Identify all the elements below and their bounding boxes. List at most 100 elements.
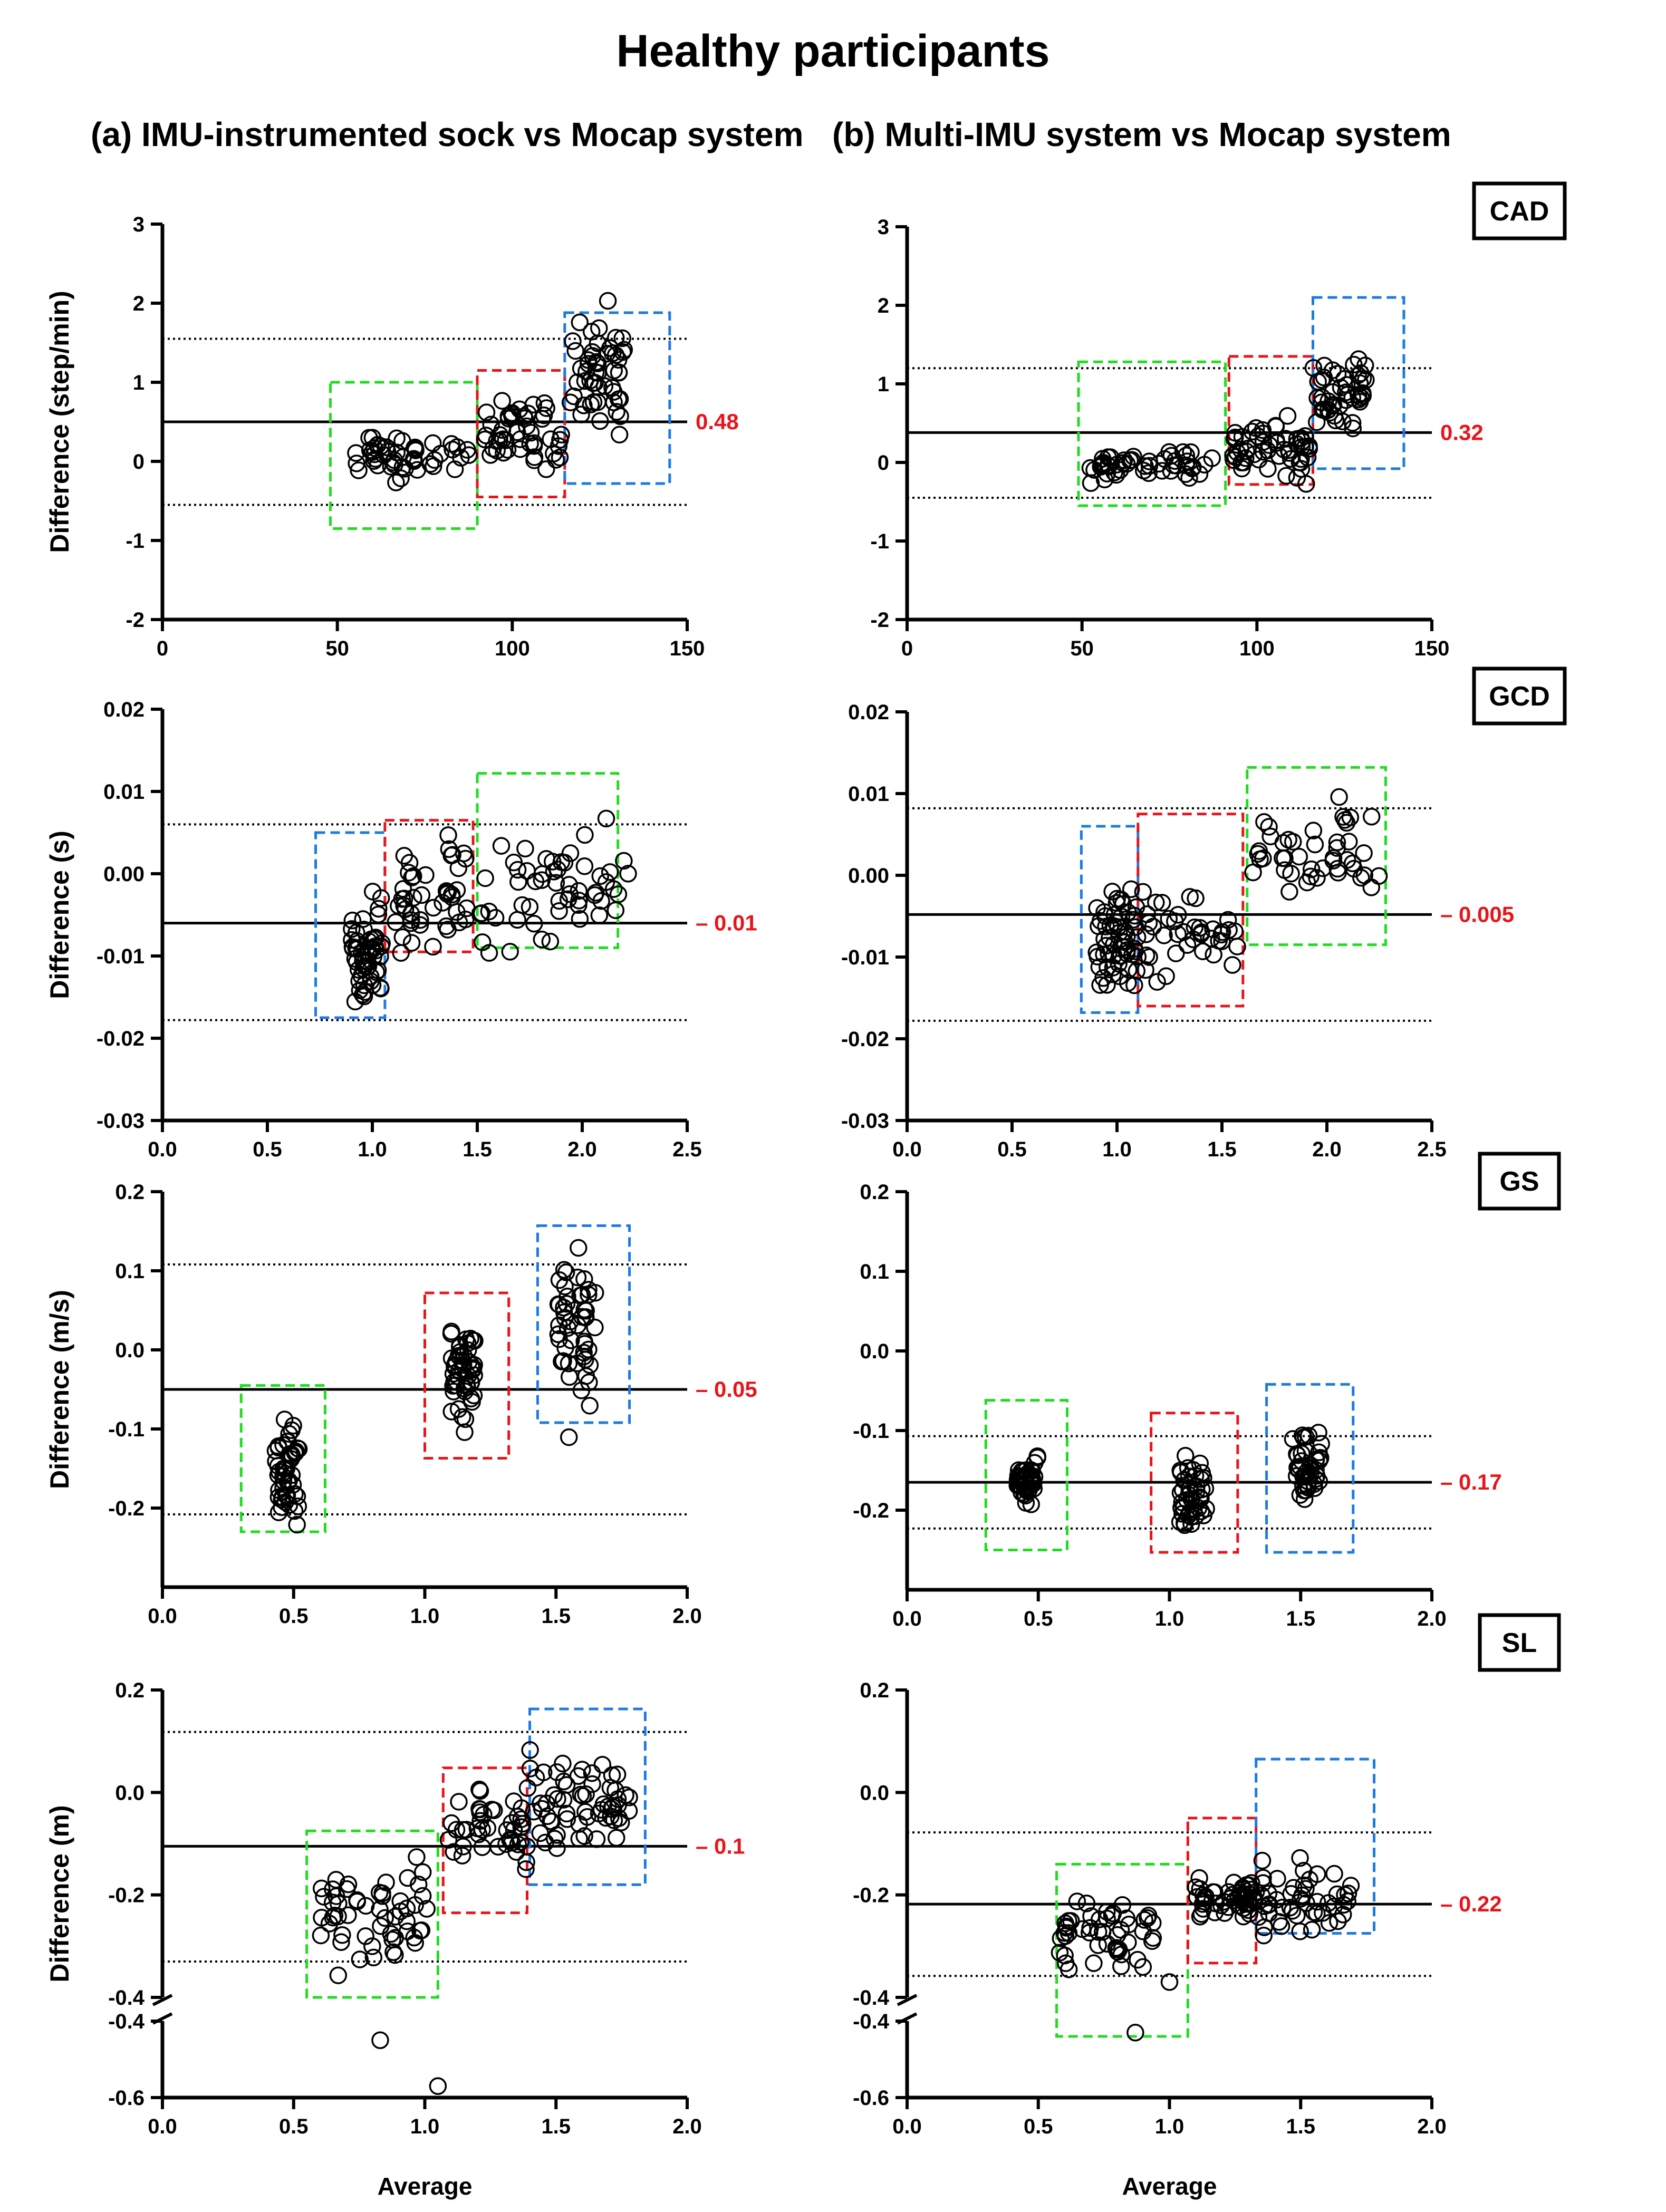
data-point	[450, 1793, 468, 1811]
data-point	[1178, 936, 1197, 954]
data-point	[406, 438, 424, 457]
data-point	[548, 1790, 566, 1808]
data-point	[1134, 883, 1152, 901]
data-point	[1160, 1973, 1179, 1991]
y-tick-label: 1	[878, 373, 889, 396]
metric-badge-cad: CAD	[1490, 196, 1549, 227]
data-point	[370, 900, 388, 918]
data-point	[548, 1839, 566, 1857]
panel-gcd-b: -0.03 -0.02 -0.01 0.00 0.01 0.02 0.0 0.5 1.0 1.5 2…	[841, 701, 1514, 1161]
x-tick-label: 2.0	[672, 1605, 702, 1628]
data-point	[1228, 443, 1246, 461]
data-point	[525, 914, 543, 933]
data-point	[400, 864, 418, 882]
axis-break-mark	[152, 1994, 173, 2006]
x-tick-label: 2.5	[672, 1138, 702, 1161]
x-tick-label: 0.5	[1024, 1607, 1053, 1630]
y-tick-label: -0.02	[97, 1027, 145, 1050]
data-point	[1137, 946, 1155, 964]
data-point	[1166, 452, 1184, 470]
data-point	[1123, 451, 1141, 469]
data-point	[409, 1876, 428, 1894]
data-point	[1255, 1926, 1273, 1945]
data-point	[386, 1908, 405, 1926]
data-point	[1081, 1919, 1099, 1937]
y-tick-label: 0.01	[848, 783, 889, 806]
x-tick-label: 1.0	[1155, 2115, 1185, 2138]
data-point	[501, 943, 519, 961]
data-point	[558, 1287, 576, 1306]
data-point	[412, 886, 431, 904]
data-point	[324, 1880, 342, 1898]
data-point	[525, 451, 543, 469]
data-point	[552, 853, 571, 871]
y-tick-label: 1	[133, 371, 145, 394]
data-point	[354, 960, 372, 978]
data-point	[1328, 365, 1347, 383]
metric-badge-box	[1478, 1152, 1561, 1211]
data-point	[382, 458, 400, 476]
data-point	[1343, 414, 1362, 432]
data-point	[570, 892, 588, 910]
data-point	[1349, 366, 1367, 384]
data-point	[439, 883, 457, 901]
data-point	[1304, 822, 1323, 839]
data-point	[1215, 1892, 1233, 1911]
green-speed-box	[1055, 1862, 1189, 2038]
data-point	[591, 412, 609, 430]
metric-badge-gcd: GCD	[1489, 681, 1550, 712]
x-tick-label: 0.5	[253, 1138, 282, 1161]
data-point	[1095, 470, 1114, 489]
x-tick-label: 2.0	[672, 2115, 702, 2138]
data-point	[1114, 454, 1132, 472]
data-point	[613, 329, 631, 347]
data-point	[445, 1843, 463, 1861]
y-tick-label: 2	[878, 294, 889, 317]
data-point	[562, 1331, 580, 1349]
data-point	[1140, 914, 1158, 932]
data-point	[492, 837, 511, 855]
data-point	[1139, 1907, 1158, 1925]
x-axis-label: Average	[378, 2172, 473, 2200]
data-point	[1250, 450, 1268, 469]
data-point	[398, 1912, 416, 1930]
data-point	[269, 1457, 287, 1475]
data-point	[1301, 1870, 1318, 1889]
data-point	[1051, 1944, 1069, 1962]
data-point	[607, 329, 625, 347]
data-point	[386, 1929, 404, 1947]
y-tick-label: 0.2	[115, 1181, 145, 1204]
metric-badge-sl: SL	[1502, 1628, 1537, 1658]
y-tick-label: 0.00	[848, 864, 889, 887]
data-point	[391, 1902, 410, 1920]
data-point	[486, 909, 505, 927]
data-point	[468, 1819, 487, 1838]
data-point	[1089, 1923, 1108, 1941]
data-point	[1288, 1458, 1306, 1477]
data-point	[517, 1860, 535, 1878]
data-point	[1062, 1912, 1080, 1930]
x-tick-label: 2.0	[567, 1138, 597, 1161]
data-point	[557, 1776, 576, 1794]
data-point	[1085, 1954, 1103, 1972]
data-point	[560, 876, 578, 894]
data-point	[1308, 869, 1326, 887]
data-point	[1282, 864, 1300, 883]
data-point	[580, 1286, 598, 1304]
data-point	[597, 809, 615, 828]
data-point	[354, 986, 372, 1003]
y-tick-label: 0.2	[860, 1679, 889, 1702]
data-point	[312, 1926, 330, 1945]
data-point	[1134, 1958, 1152, 1976]
data-point	[471, 1812, 489, 1830]
y-tick-label: 0.02	[848, 701, 889, 724]
data-point	[384, 1943, 402, 1962]
metric-badge-gs: GS	[1499, 1166, 1539, 1197]
data-point	[1187, 889, 1205, 907]
data-point	[1274, 834, 1293, 852]
x-tick-label: 1.0	[1102, 1138, 1132, 1161]
data-point	[1260, 818, 1278, 836]
data-point	[1017, 1494, 1035, 1512]
data-point	[442, 1814, 460, 1832]
